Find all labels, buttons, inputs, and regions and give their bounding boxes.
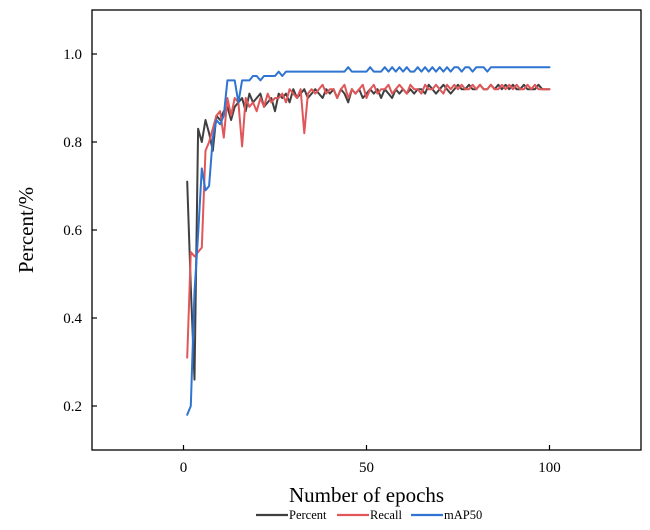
x-tick-label: 0 [180,460,188,476]
series-line-recall [186,83,551,359]
y-tick-label: 0.2 [63,399,82,415]
y-axis-title: Percent/% [14,187,38,273]
ticks-layer: 0 50 100 0.2 0.4 0.6 0.8 1.0 [63,47,561,476]
legend: Percent Recall mAP50 [256,508,482,522]
x-axis-title: Number of epochs [289,483,444,507]
y-tick-label: 0.4 [63,311,82,327]
series-layer [186,66,551,416]
legend-label-recall: Recall [370,508,402,522]
legend-label-map50: mAP50 [444,508,482,522]
x-tick-label: 100 [538,460,561,476]
y-tick-label: 0.8 [63,135,82,151]
y-tick-label: 0.6 [63,223,82,239]
legend-label-percent: Percent [289,508,327,522]
plot-frame [91,9,642,451]
y-tick-label: 1.0 [63,47,82,63]
series-line-map50 [186,66,551,416]
x-tick-label: 50 [359,460,374,476]
